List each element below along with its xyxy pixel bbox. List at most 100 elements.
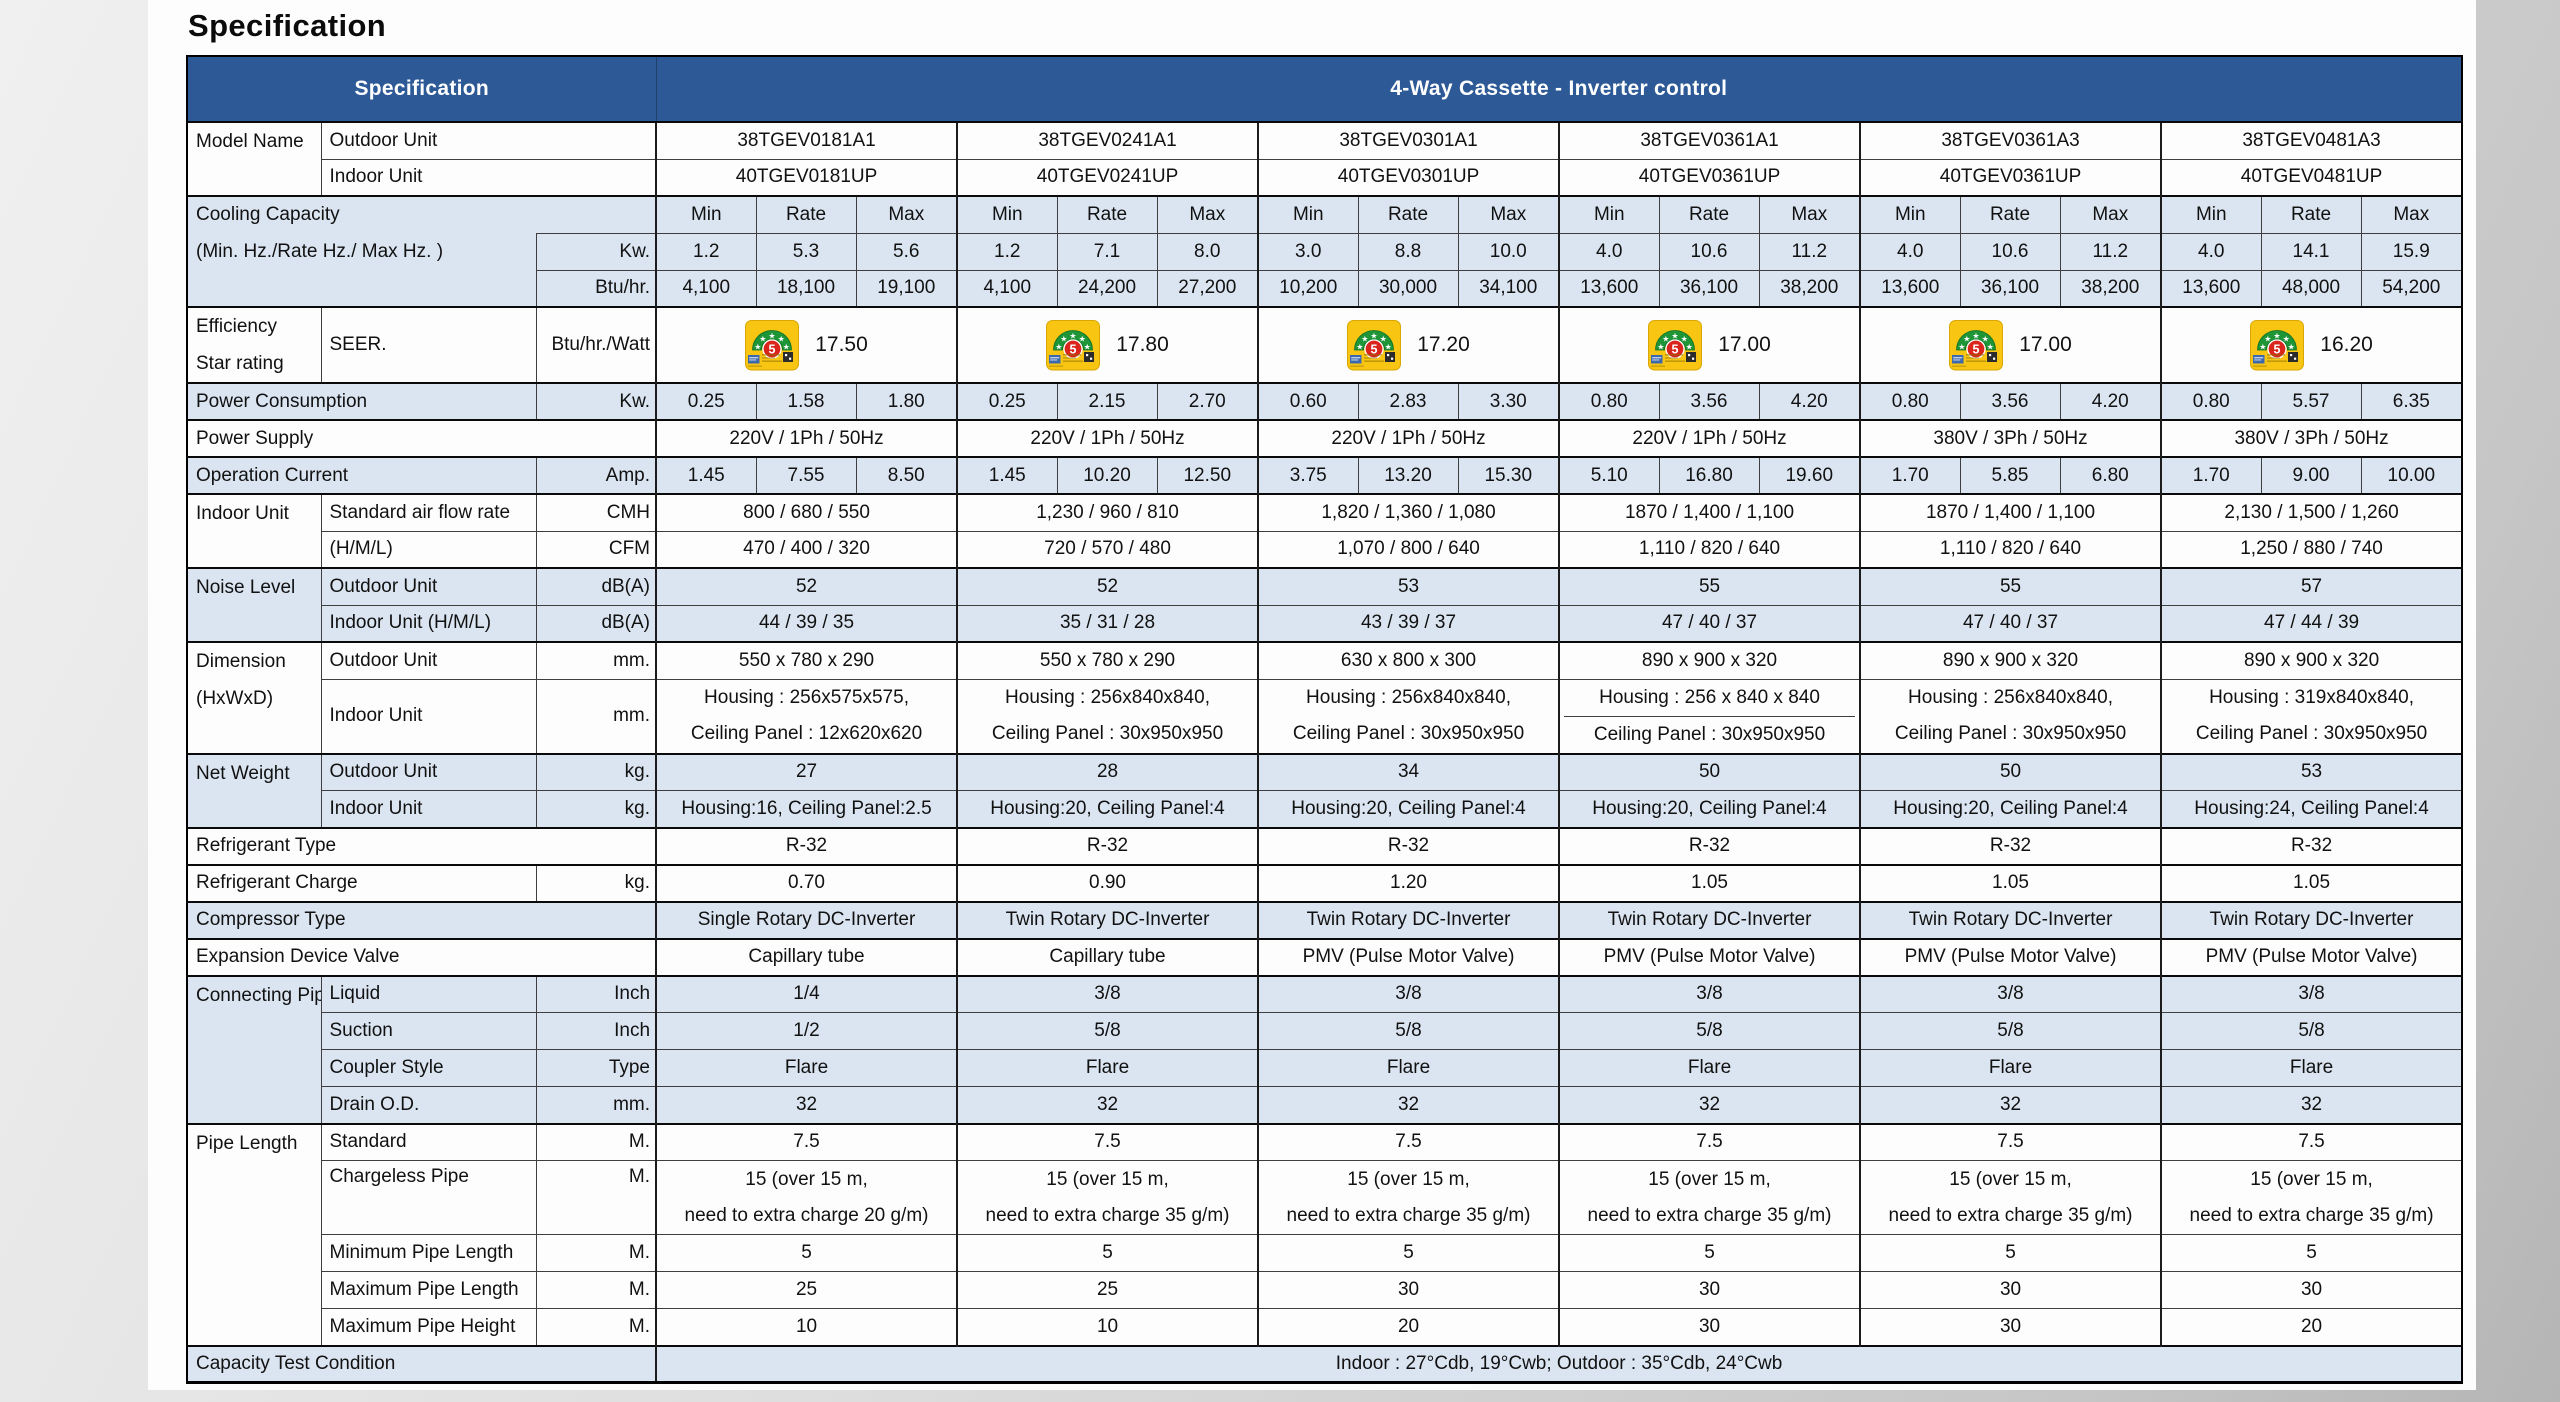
model-outdoor-cell: 38TGEV0361A3 bbox=[1859, 121, 2162, 160]
row-dimension-outdoor: Dimension (HxWxD) Outdoor Unit mm. 550 x… bbox=[186, 641, 2463, 754]
operation-current-cell: 10.00 bbox=[2360, 456, 2463, 495]
dimension-outdoor-cell: 550 x 780 x 290 bbox=[655, 641, 958, 680]
power-consumption-cell: 4.20 bbox=[1758, 382, 1861, 421]
refrigerant-type-cell: R-32 bbox=[1257, 826, 1560, 865]
subcol-max: Max bbox=[855, 195, 958, 234]
unit-mm: mm. bbox=[535, 1086, 657, 1124]
label-dimension-indoor: Indoor Unit bbox=[320, 678, 537, 754]
coupler-cell: Flare bbox=[1257, 1049, 1560, 1087]
cooling-btu-cell: 18,100 bbox=[755, 269, 857, 308]
cooling-kw-cell: 10.0 bbox=[1457, 232, 1560, 271]
label-minimum-pipe-length: Minimum Pipe Length bbox=[320, 1234, 537, 1272]
subcol-min: Min bbox=[1558, 195, 1660, 234]
compressor-cell: Twin Rotary DC-Inverter bbox=[1257, 900, 1560, 939]
row-refrigerant-charge: Refrigerant Charge kg. 0.70 0.90 1.20 1.… bbox=[186, 863, 2463, 902]
cooling-btu-cell: 38,200 bbox=[1758, 269, 1861, 308]
operation-current-cell: 1.45 bbox=[956, 456, 1058, 495]
chargeless-cell: 15 (over 15 m, need to extra charge 35 g/… bbox=[1558, 1160, 1861, 1235]
subcol-min: Min bbox=[956, 195, 1058, 234]
row-pipe-standard: Pipe Length Standard M. 7.5 7.5 7.5 7.5 … bbox=[186, 1122, 2463, 1346]
cooling-btu-cell: 36,100 bbox=[1959, 269, 2061, 308]
label-drain-od: Drain O.D. bbox=[320, 1086, 537, 1124]
airflow-cfm-cell: 1,110 / 820 / 640 bbox=[1859, 530, 2162, 569]
unit-dba: dB(A) bbox=[535, 567, 657, 606]
operation-current-cell: 12.50 bbox=[1156, 456, 1259, 495]
pipe-minimum-cell: 5 bbox=[1257, 1234, 1560, 1272]
specification-table: Specification 4-Way Cassette - Inverter … bbox=[186, 55, 2464, 1384]
liquid-cell: 3/8 bbox=[1257, 974, 1560, 1013]
row-net-weight-outdoor: Net Weight Outdoor Unit kg. 27 28 34 50 … bbox=[186, 752, 2463, 828]
subcol-rate: Rate bbox=[1056, 195, 1158, 234]
row-noise-outdoor: Noise Level Outdoor Unit dB(A) 52 52 53 … bbox=[186, 567, 2463, 643]
cooling-kw-cell: 4.0 bbox=[1558, 232, 1660, 271]
unit-mm: mm. bbox=[535, 678, 657, 754]
row-dimension-indoor: Indoor Unit mm. Housing : 256x575x575, Ce… bbox=[187, 678, 2463, 754]
operation-current-cell: 1.45 bbox=[655, 456, 757, 495]
power-consumption-cell: 0.80 bbox=[1859, 382, 1961, 421]
unit-inch: Inch bbox=[535, 1012, 657, 1050]
refrigerant-charge-cell: 0.90 bbox=[956, 863, 1259, 902]
unit-kw: Kw. bbox=[535, 232, 657, 271]
unit-type: Type bbox=[535, 1049, 657, 1087]
net-weight-outdoor-cell: 50 bbox=[1558, 752, 1861, 791]
pipe-maximum-cell: 30 bbox=[1859, 1271, 2162, 1309]
operation-current-cell: 13.20 bbox=[1357, 456, 1459, 495]
row-model-indoor: Indoor Unit 40TGEV0181UP 40TGEV0241UP 40… bbox=[187, 158, 2463, 197]
label-suction: Suction bbox=[320, 1012, 537, 1050]
cooling-btu-cell: 13,600 bbox=[1558, 269, 1660, 308]
row-pipe-minimum: Minimum Pipe Length M. 5 5 5 5 5 5 bbox=[187, 1234, 2463, 1272]
power-supply-cell: 380V / 3Ph / 50Hz bbox=[2160, 419, 2463, 458]
cooling-kw-cell: 7.1 bbox=[1056, 232, 1158, 271]
cooling-btu-cell: 10,200 bbox=[1257, 269, 1359, 308]
liquid-cell: 3/8 bbox=[956, 974, 1259, 1013]
net-weight-indoor-cell: Housing:24, Ceiling Panel:4 bbox=[2160, 790, 2463, 828]
dimension-outdoor-cell: 890 x 900 x 320 bbox=[1859, 641, 2162, 680]
operation-current-cell: 10.20 bbox=[1056, 456, 1158, 495]
pipe-maximum-cell: 30 bbox=[1558, 1271, 1861, 1309]
noise-outdoor-cell: 52 bbox=[655, 567, 958, 606]
coupler-cell: Flare bbox=[1859, 1049, 2162, 1087]
airflow-cmh-cell: 1870 / 1,400 / 1,100 bbox=[1859, 493, 2162, 532]
dimension-indoor-cell: Housing : 256x840x840, Ceiling Panel : 30… bbox=[1257, 678, 1560, 754]
row-airflow-cfm: (H/M/L) CFM 470 / 400 / 320 720 / 570 / … bbox=[187, 530, 2463, 569]
label-chargeless-pipe: Chargeless Pipe bbox=[320, 1160, 537, 1235]
refrigerant-type-cell: R-32 bbox=[1859, 826, 2162, 865]
drain-cell: 32 bbox=[655, 1086, 958, 1124]
label-net-weight-outdoor: Outdoor Unit bbox=[320, 752, 537, 791]
airflow-cfm-cell: 1,070 / 800 / 640 bbox=[1257, 530, 1560, 569]
coupler-cell: Flare bbox=[1558, 1049, 1861, 1087]
expansion-cell: Capillary tube bbox=[956, 937, 1259, 976]
unit-cfm: CFM bbox=[535, 530, 657, 569]
label-compressor-type: Compressor Type bbox=[186, 900, 657, 939]
drain-cell: 32 bbox=[1558, 1086, 1861, 1124]
unit-dba: dB(A) bbox=[535, 604, 657, 643]
drain-cell: 32 bbox=[956, 1086, 1259, 1124]
label-coupler-style: Coupler Style bbox=[320, 1049, 537, 1087]
row-efficiency-seer: Efficiency Star rating SEER. Btu/hr./Wat… bbox=[186, 306, 2463, 384]
model-indoor-cell: 40TGEV0361UP bbox=[1859, 158, 2162, 197]
cooling-btu-cell: 19,100 bbox=[855, 269, 958, 308]
coupler-cell: Flare bbox=[2160, 1049, 2463, 1087]
compressor-cell: Twin Rotary DC-Inverter bbox=[2160, 900, 2463, 939]
label-standard: Standard bbox=[320, 1122, 537, 1161]
power-supply-cell: 220V / 1Ph / 50Hz bbox=[956, 419, 1259, 458]
cooling-kw-cell: 10.6 bbox=[1959, 232, 2061, 271]
unit-m: M. bbox=[535, 1234, 657, 1272]
expansion-cell: PMV (Pulse Motor Valve) bbox=[2160, 937, 2463, 976]
row-capacity-test-condition: Capacity Test Condition Indoor : 27°Cdb,… bbox=[186, 1344, 2463, 1384]
noise-outdoor-cell: 55 bbox=[1859, 567, 2162, 606]
dimension-outdoor-cell: 890 x 900 x 320 bbox=[2160, 641, 2463, 680]
chargeless-cell: 15 (over 15 m, need to extra charge 35 g/… bbox=[1859, 1160, 2162, 1235]
group-connecting-pipe: Connecting Pipe bbox=[186, 974, 322, 1124]
power-consumption-cell: 0.60 bbox=[1257, 382, 1359, 421]
cooling-btu-cell: 4,100 bbox=[956, 269, 1058, 308]
label-seer: SEER. bbox=[320, 306, 537, 384]
cooling-btu-cell: 4,100 bbox=[655, 269, 757, 308]
cooling-btu-cell: 38,200 bbox=[2059, 269, 2162, 308]
pipe-minimum-cell: 5 bbox=[655, 1234, 958, 1272]
dimension-indoor-cell: Housing : 256x840x840, Ceiling Panel : 30… bbox=[956, 678, 1259, 754]
pipe-standard-cell: 7.5 bbox=[956, 1122, 1259, 1161]
row-cooling-kw: (Min. Hz./Rate Hz./ Max Hz. ) Kw. 1.2 5.… bbox=[186, 232, 2463, 271]
pipe-maximum-cell: 30 bbox=[1257, 1271, 1560, 1309]
model-outdoor-cell: 38TGEV0361A1 bbox=[1558, 121, 1861, 160]
